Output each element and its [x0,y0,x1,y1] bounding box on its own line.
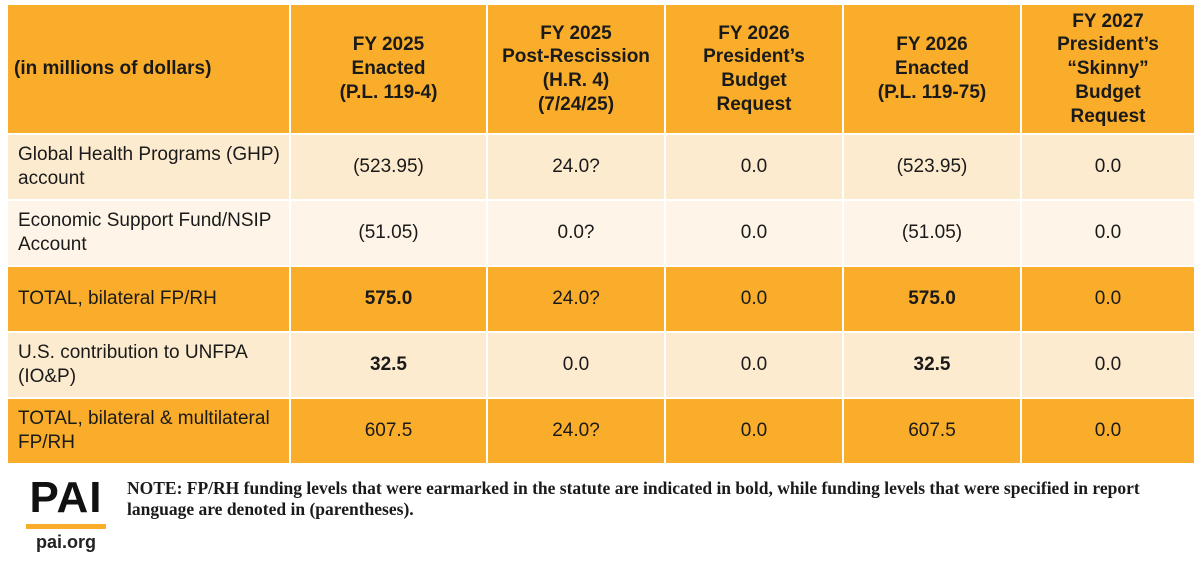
column-header-line: President’s [703,46,805,68]
column-header-line: (P.L. 119-4) [339,81,438,103]
table-cell: 575.0 [842,265,1022,333]
column-header-line: FY 2027 [1072,10,1144,32]
column-header-fy2026-budget-request: FY 2026 President’s Budget Request [664,3,844,135]
table-cell: (523.95) [289,133,488,201]
column-header-line: (P.L. 119-75) [877,81,987,103]
table-cell: 0.0 [664,331,844,399]
column-header-fy2025-enacted: FY 2025 Enacted (P.L. 119-4) [289,3,488,135]
table-row: Global Health Programs (GHP) account (52… [6,133,1196,201]
column-header-line: FY 2026 [896,34,968,56]
table-cell: 0.0 [1020,133,1196,201]
table-cell: 24.0? [486,265,666,333]
column-header-line: President’s [1057,34,1159,56]
table-cell: (51.05) [289,199,488,267]
column-header-fy2026-enacted: FY 2026 Enacted (P.L. 119-75) [842,3,1022,135]
column-header-line: (H.R. 4) [542,70,610,91]
logo-url-link[interactable]: pai.org [35,532,96,552]
table-cell: 607.5 [842,397,1022,465]
table-cell: 0.0 [664,397,844,465]
column-header-line: Budget [1075,81,1141,103]
column-header-line: Request [716,93,792,115]
footer: PAI pai.org NOTE: FP/RH funding levels t… [0,470,1200,563]
funding-table: (in millions of dollars) FY 2025 Enacted(… [6,3,1196,465]
table-cell: 0.0 [664,265,844,333]
table-row: U.S. contribution to UNFPA (IO&P) 32.5 0… [6,331,1196,399]
column-header-line: FY 2025 [540,22,612,44]
column-header-line: Budget [721,70,787,91]
column-header-line: Request [1070,105,1146,127]
funding-table-container: (in millions of dollars) FY 2025 Enacted(… [6,3,1196,465]
table-row: TOTAL, bilateral FP/RH 575.0 24.0? 0.0 5… [6,265,1196,333]
table-cell: 24.0? [486,133,666,201]
row-label: Economic Support Fund/NSIP Account [6,199,291,267]
corner-header: (in millions of dollars) [6,3,291,135]
table-row: Economic Support Fund/NSIP Account (51.0… [6,199,1196,267]
row-label: U.S. contribution to UNFPA (IO&P) [6,331,291,399]
table-cell: 32.5 [842,331,1022,399]
table-cell: 0.0 [664,133,844,201]
column-header-line: FY 2026 [718,22,790,44]
column-header-line: “Skinny” [1067,58,1149,80]
table-cell: 575.0 [289,265,488,333]
table-cell: 32.5 [289,331,488,399]
column-header-line: Post-Rescission [502,46,650,68]
pai-logo[interactable]: PAI pai.org [26,476,106,553]
column-header-line: Enacted [351,58,426,80]
column-header-line: (7/24/25) [537,93,615,115]
table-cell: (51.05) [842,199,1022,267]
logo-underline [26,524,106,529]
table-cell: 0.0 [664,199,844,267]
table-row: TOTAL, bilateral & multilateral FP/RH 60… [6,397,1196,465]
row-label: TOTAL, bilateral & multilateral FP/RH [6,397,291,465]
table-cell: 607.5 [289,397,488,465]
column-header-line: Enacted [895,58,969,80]
table-cell: 0.0 [1020,331,1196,399]
header-row: (in millions of dollars) FY 2025 Enacted(… [6,3,1196,135]
table-cell: 0.0 [1020,397,1196,465]
column-header-fy2025-post-rescission: FY 2025 Post-Rescission (H.R. 4) (7/24/25) [486,3,666,135]
column-header-fy2027-skinny-budget: FY 2027 President’s “Skinny” Budget Request [1020,3,1196,135]
table-cell: (523.95) [842,133,1022,201]
table-cell: 0.0 [1020,265,1196,333]
table-cell: 0.0 [1020,199,1196,267]
footnote-text: NOTE: FP/RH funding levels that were ear… [127,478,1140,519]
table-cell: 0.0 [486,331,666,399]
logo-wordmark: PAI [29,473,103,522]
table-cell: 0.0? [486,199,666,267]
table-cell: 24.0? [486,397,666,465]
row-label: Global Health Programs (GHP) account [6,133,291,201]
row-label: TOTAL, bilateral FP/RH [6,265,291,333]
column-header-line: FY 2025 [352,34,425,56]
